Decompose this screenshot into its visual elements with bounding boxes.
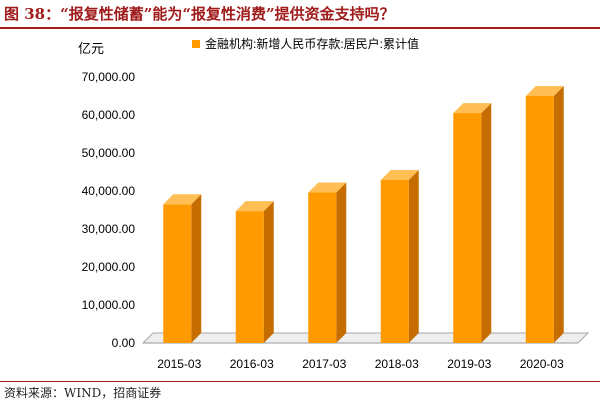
bar-side — [336, 182, 347, 343]
bar-front — [163, 204, 192, 343]
bar-side — [263, 201, 274, 343]
bar-front — [235, 211, 264, 343]
y-axis-unit: 亿元 — [78, 41, 104, 56]
bar-front — [380, 179, 409, 343]
bar-side — [408, 169, 419, 343]
bar — [525, 86, 564, 343]
y-tick-label: 60,000.00 — [82, 108, 136, 122]
y-axis: 0.00 10,000.00 20,000.00 30,000.00 40,000.00… — [82, 70, 136, 350]
bar — [380, 169, 419, 343]
chart-floor — [141, 332, 590, 344]
bar-top — [453, 103, 492, 114]
bar-top — [525, 86, 564, 96]
bar-top — [308, 182, 347, 193]
source-rule — [0, 381, 600, 382]
bar-top — [380, 169, 419, 180]
bar — [163, 194, 202, 343]
bar-chart: 0.00 10,000.00 20,000.00 30,000.00 40,000.00… — [78, 36, 590, 371]
bar-front — [308, 192, 337, 343]
y-tick-label: 0.00 — [112, 336, 136, 350]
floor-plane — [141, 332, 590, 344]
bar — [308, 182, 347, 343]
x-tick-label: 2016-03 — [230, 357, 274, 371]
bar-side — [481, 103, 492, 343]
bar-series — [163, 86, 564, 343]
x-tick-label: 2018-03 — [375, 357, 419, 371]
y-tick-label: 70,000.00 — [82, 70, 136, 84]
bar-side — [191, 194, 202, 343]
bar-front — [453, 113, 482, 343]
x-tick-label: 2020-03 — [520, 357, 564, 371]
y-tick-label: 10,000.00 — [82, 298, 136, 312]
y-tick-label: 40,000.00 — [82, 184, 136, 198]
legend-swatch — [192, 40, 200, 48]
x-tick-label: 2019-03 — [447, 357, 491, 371]
bar — [235, 201, 274, 343]
bar-top — [235, 201, 274, 212]
figure-title: 图 38：“报复性储蓄”能为“报复性消费”提供资金支持吗？ — [4, 5, 395, 23]
x-axis: 2015-03 2016-03 2017-03 2018-03 2019-03 2020-… — [157, 357, 564, 371]
x-tick-label: 2015-03 — [157, 357, 201, 371]
chart-legend: 金融机构:新增人民币存款:居民户:累计值 — [192, 36, 419, 51]
y-tick-label: 50,000.00 — [82, 146, 136, 160]
bar-top — [163, 194, 202, 205]
y-tick-label: 30,000.00 — [82, 222, 136, 236]
legend-label: 金融机构:新增人民币存款:居民户:累计值 — [205, 36, 419, 51]
bar-side — [553, 86, 564, 343]
bar — [453, 103, 492, 343]
y-tick-label: 20,000.00 — [82, 260, 136, 274]
x-tick-label: 2017-03 — [302, 357, 346, 371]
bar-front — [525, 96, 554, 343]
source-note: 资料来源：WIND，招商证券 — [4, 386, 162, 400]
title-rule — [0, 27, 600, 29]
